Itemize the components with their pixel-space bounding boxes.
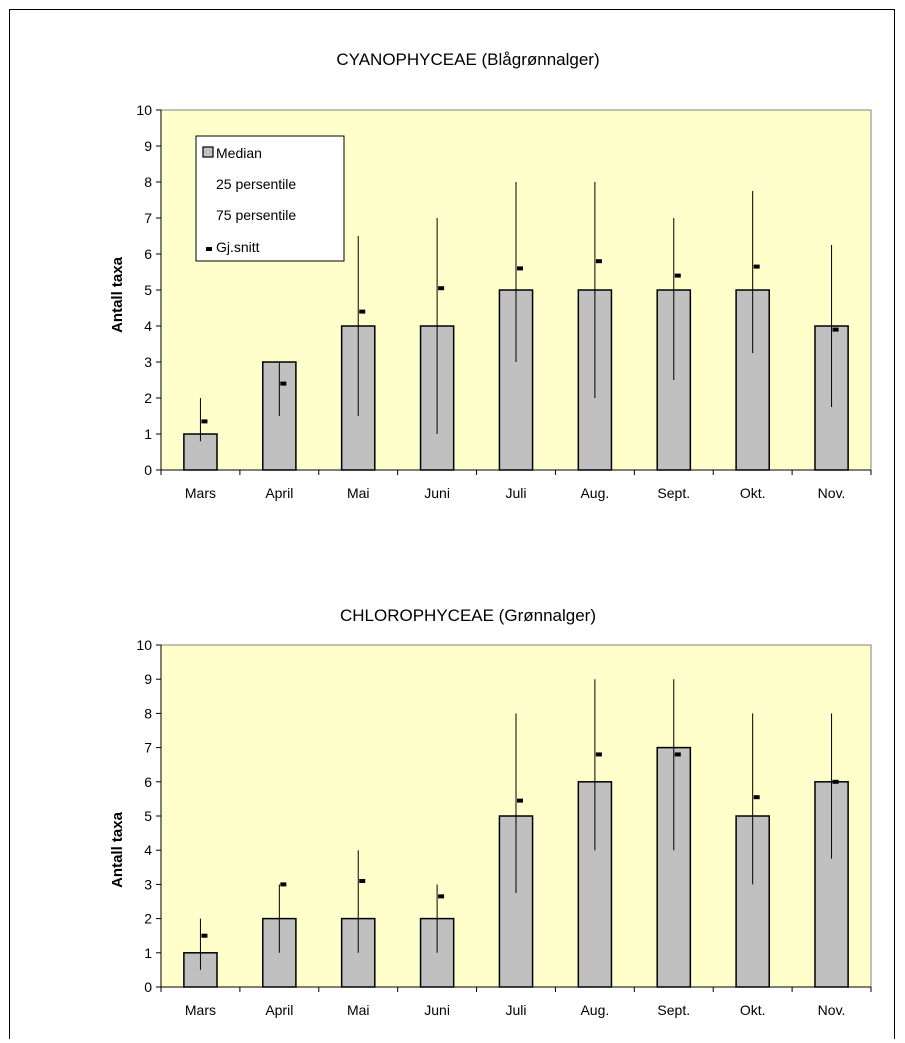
- y-tick-label: 4: [144, 842, 152, 858]
- chart-cyanophyceae: CYANOPHYCEAE (Blågrønnalger) Antall taxa…: [109, 50, 872, 501]
- x-tick-label: Mai: [347, 1002, 370, 1018]
- mean-marker: [517, 798, 523, 803]
- y-tick-label: 6: [144, 774, 152, 790]
- x-tick-label: Juli: [505, 1002, 526, 1018]
- x-tick-label: April: [265, 1002, 293, 1018]
- mean-marker: [438, 286, 445, 291]
- x-tick-label: Mai: [347, 485, 370, 501]
- mean-marker: [280, 381, 287, 386]
- figure-frame: CYANOPHYCEAE (Blågrønnalger) Antall taxa…: [9, 9, 895, 1039]
- chart-plot: 0 1 2 3 4 5 6 7 8 9 10 Mars April Mai Juni Juli Aug. Sept…: [136, 637, 872, 1018]
- legend-mean: Gj.snitt: [216, 239, 260, 255]
- x-tick-label: Okt.: [740, 485, 766, 501]
- y-axis-label: Antall taxa: [109, 256, 126, 333]
- chart-title: CYANOPHYCEAE (Blågrønnalger): [336, 50, 599, 69]
- median-bar: [577, 781, 613, 988]
- x-tick-label: Mars: [185, 485, 216, 501]
- y-tick-label: 3: [144, 354, 152, 370]
- y-tick-label: 2: [144, 911, 152, 927]
- chart-title: CHLOROPHYCEAE (Grønnalger): [340, 606, 596, 625]
- y-tick-label: 9: [144, 671, 152, 687]
- legend-p25: 25 persentile: [216, 176, 296, 192]
- mean-marker: [753, 795, 760, 800]
- mean-marker: [595, 752, 602, 757]
- x-tick-label: Aug.: [580, 1002, 609, 1018]
- x-tick-label: Juli: [505, 485, 526, 501]
- y-tick-label: 5: [144, 808, 152, 824]
- x-tick-label: Nov.: [818, 1002, 846, 1018]
- y-tick-label: 7: [144, 210, 152, 226]
- legend-median-swatch: [202, 146, 214, 158]
- x-tick-label: Juni: [424, 485, 450, 501]
- x-tick-label: Aug.: [580, 485, 609, 501]
- y-tick-label: 0: [144, 462, 152, 478]
- mean-marker: [674, 752, 681, 757]
- mean-marker: [595, 259, 602, 264]
- legend-median: Median: [216, 145, 262, 161]
- x-tick-label: Sept.: [657, 485, 690, 501]
- x-tick-label: Sept.: [657, 1002, 690, 1018]
- y-tick-label: 2: [144, 390, 152, 406]
- y-tick-label: 9: [144, 138, 152, 154]
- y-tick-label: 4: [144, 318, 152, 334]
- y-tick-label: 10: [136, 637, 152, 653]
- y-tick-label: 1: [144, 426, 152, 442]
- y-tick-label: 0: [144, 979, 152, 995]
- y-tick-label: 5: [144, 282, 152, 298]
- mean-marker: [359, 878, 366, 883]
- mean-marker: [201, 933, 208, 938]
- y-tick-label: 8: [144, 174, 152, 190]
- y-axis-label: Antall taxa: [109, 811, 126, 888]
- mean-marker: [280, 882, 287, 887]
- y-tick-label: 7: [144, 740, 152, 756]
- mean-marker: [359, 309, 366, 314]
- x-tick-label: Mars: [185, 1002, 216, 1018]
- x-tick-label: Okt.: [740, 1002, 766, 1018]
- chart-chlorophyceae: CHLOROPHYCEAE (Grønnalger) Antall taxa 0…: [109, 606, 872, 1018]
- mean-marker: [674, 273, 681, 278]
- legend-box: [195, 135, 345, 262]
- mean-marker: [517, 266, 523, 271]
- mean-marker: [832, 779, 839, 784]
- mean-marker: [201, 419, 208, 424]
- y-tick-label: 8: [144, 705, 152, 721]
- x-tick-label: Nov.: [818, 485, 846, 501]
- y-tick-label: 6: [144, 246, 152, 262]
- y-tick-label: 10: [136, 102, 152, 118]
- y-tick-label: 1: [144, 945, 152, 961]
- mean-marker: [438, 894, 445, 899]
- mean-marker: [753, 264, 760, 269]
- legend: Median 25 persentile 75 persentile Gj.sn…: [195, 135, 345, 262]
- legend-mean-marker: [206, 247, 212, 251]
- mean-marker: [832, 327, 839, 332]
- x-tick-label: April: [265, 485, 293, 501]
- figure-svg: CYANOPHYCEAE (Blågrønnalger) Antall taxa…: [109, 50, 872, 1018]
- x-tick-label: Juni: [424, 1002, 450, 1018]
- y-tick-label: 3: [144, 876, 152, 892]
- legend-p75: 75 persentile: [216, 207, 296, 223]
